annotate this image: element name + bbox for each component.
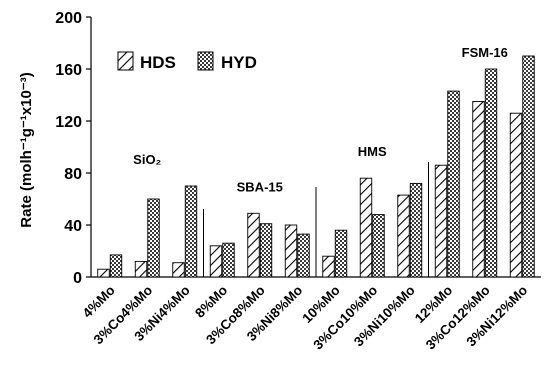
- bar-hyd: [447, 90, 460, 278]
- bar-hds: [97, 268, 110, 278]
- group-separators: [203, 162, 429, 277]
- bar-hds: [397, 194, 410, 278]
- y-axis-ticks: 0 40 80 120 160 200: [55, 10, 91, 287]
- bar-hds: [322, 255, 335, 278]
- bar-hyd: [222, 242, 235, 278]
- support-group-labels: SiO₂ SBA-15 HMS FSM-16: [133, 45, 508, 194]
- bar-hds: [284, 224, 298, 278]
- y-tick-label: 160: [55, 62, 82, 79]
- bar-hyd: [409, 182, 423, 278]
- bar-hyd: [297, 233, 310, 278]
- bar-hyd: [522, 55, 535, 278]
- support-group-label: HMS: [358, 144, 387, 159]
- bar-hds: [247, 212, 260, 278]
- legend-label-hds: HDS: [140, 53, 176, 72]
- bar-hds: [359, 177, 373, 278]
- bar-hds: [434, 164, 448, 278]
- bar-hyd: [184, 185, 198, 278]
- support-group-label: FSM-16: [462, 45, 508, 60]
- bar-hyd: [372, 214, 385, 278]
- bar-hds: [472, 101, 485, 278]
- bar-hds: [134, 260, 148, 278]
- bar-hds: [172, 262, 185, 278]
- bar-hds: [509, 112, 523, 278]
- bar-hyd: [484, 68, 498, 278]
- bar-hyd: [259, 223, 273, 278]
- support-group-label: SBA-15: [237, 179, 283, 194]
- legend-swatch-hds: [117, 51, 134, 71]
- legend-label-hyd: HYD: [221, 53, 257, 72]
- y-tick-label: 120: [55, 114, 82, 131]
- y-tick-label: 0: [73, 270, 82, 287]
- y-tick-label: 40: [64, 218, 82, 235]
- y-tick-label: 80: [64, 166, 82, 183]
- legend: HDS HYD: [117, 51, 257, 72]
- y-axis-label: Rate (molh⁻¹g⁻¹x10⁻³): [18, 72, 35, 227]
- bar-hds: [209, 245, 223, 278]
- bar-hyd: [334, 229, 348, 278]
- bar-series: [97, 55, 535, 278]
- bar-hyd: [109, 254, 123, 278]
- y-tick-label: 200: [55, 10, 82, 27]
- x-axis-category-labels: 4%Mo3%Co4%Mo3%Ni4%Mo 8%Mo3%Co8%Mo3%Ni8%Mo…: [80, 283, 531, 353]
- support-group-label: SiO₂: [133, 152, 161, 167]
- bar-hyd: [147, 198, 160, 278]
- legend-swatch-hyd: [197, 51, 214, 71]
